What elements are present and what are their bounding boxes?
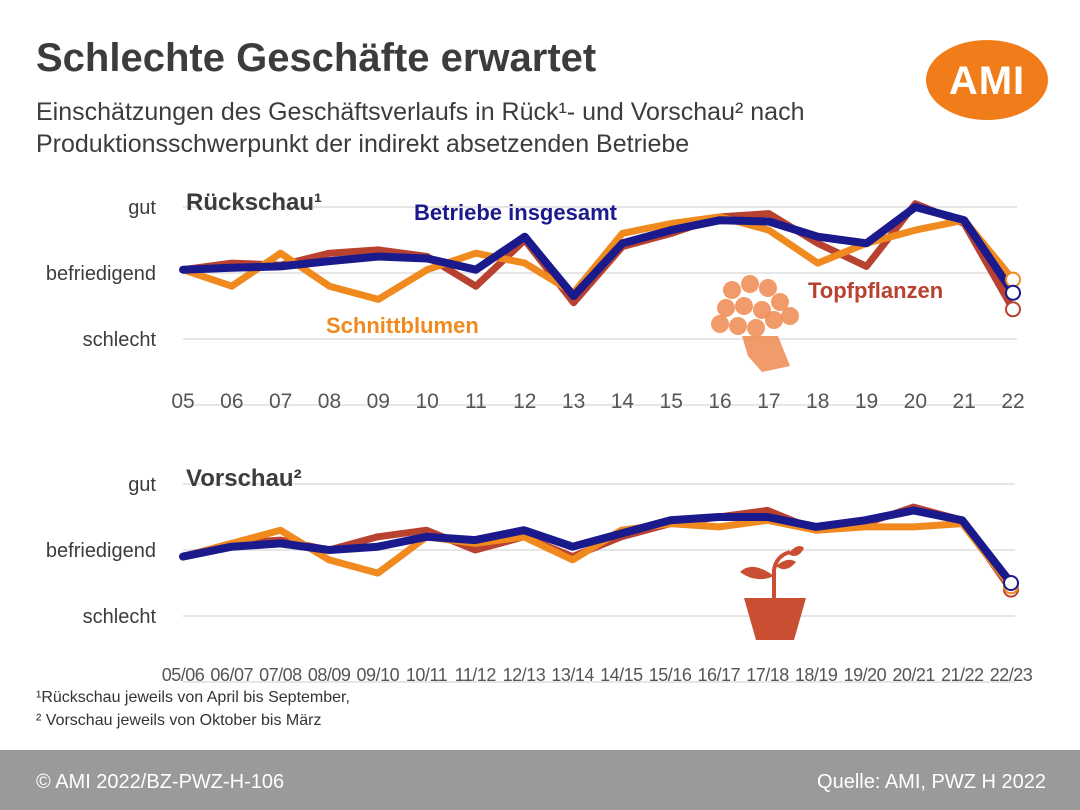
x-tick-label: 07 [269,390,292,413]
x-tick-label: 13/14 [551,665,594,685]
x-tick-label: 08 [318,390,341,413]
potted-plant-illustration [740,546,806,640]
series-label-schnittblumen: Schnittblumen [326,313,479,338]
end-point-marker [1003,575,1019,591]
y-tick-label: schlecht [83,329,157,351]
x-tick-label: 12/13 [503,665,546,685]
ami-logo: AMI [926,40,1048,120]
x-tick-label: 06/07 [210,665,253,685]
series-label-topfpflanzen: Topfpflanzen [808,278,943,303]
x-tick-label: 08/09 [308,665,351,685]
x-tick-label: 18 [806,390,829,413]
chart-title-vorschau: Vorschau² [186,465,302,492]
x-tick-label: 21/22 [941,665,984,685]
y-tick-label: befriedigend [46,540,156,562]
end-point-marker [1005,271,1021,288]
y-tick-label: schlecht [83,606,157,628]
series-label-betriebe: Betriebe insgesamt [414,200,618,225]
y-tick-label: gut [128,474,156,496]
series-line-schnittblumen [179,516,1015,590]
x-tick-label: 05 [171,390,194,413]
x-tick-label: 11 [465,390,487,413]
x-tick-label: 07/08 [259,665,302,685]
x-tick-label: 15 [660,390,683,413]
x-tick-label: 16/17 [697,665,740,685]
x-tick-label: 14/15 [600,665,643,685]
footer-bar: © AMI 2022/BZ-PWZ-H-106 Quelle: AMI, PWZ… [0,750,1080,810]
page-subtitle: Einschätzungen des Geschäftsverlaufs in … [36,96,804,160]
x-tick-label: 12 [513,390,536,413]
chart-title-rueckschau: Rückschau¹ [186,189,322,216]
source-text: Quelle: AMI, PWZ H 2022 [817,771,1046,793]
x-tick-label: 14 [611,390,635,413]
x-tick-label: 21 [952,390,975,413]
x-tick-label: 09 [367,390,390,413]
x-tick-label: 11/12 [455,665,497,685]
x-tick-label: 17 [757,390,780,413]
x-tick-label: 19/20 [844,665,887,685]
x-tick-label: 19 [855,390,878,413]
x-tick-label: 16 [708,390,731,413]
x-tick-label: 13 [562,390,585,413]
x-tick-label: 05/06 [162,665,205,685]
rueckschau-chart: gut befriedigend schlecht 05 06 07 08 09 10 11 12 1… [46,189,1025,413]
subtitle-line-1: Einschätzungen des Geschäftsverlaufs in … [36,98,805,126]
y-tick-label: gut [128,197,156,219]
x-tick-label: 22 [1001,390,1024,413]
x-tick-label: 18/19 [795,665,838,685]
x-tick-label: 20 [904,390,927,413]
logo-text: AMI [948,59,1026,103]
footnote-2: ² Vorschau jeweils von Oktober bis März [36,712,322,729]
bouquet-illustration [711,275,799,372]
footnote-1: ¹Rückschau jeweils von April bis Septemb… [36,689,350,706]
x-tick-label: 20/21 [892,665,935,685]
end-point-marker [1005,284,1021,301]
x-tick-label: 10 [415,390,438,413]
end-point-marker [1005,301,1021,318]
y-tick-label: befriedigend [46,263,156,285]
series-line-betriebe-insgesamt [179,203,1017,301]
footnotes: ¹Rückschau jeweils von April bis Septemb… [36,686,350,732]
x-tick-label: 10/11 [406,665,448,685]
subtitle-line-2: Produktionsschwerpunkt der indirekt abse… [36,130,690,158]
x-tick-label: 17/18 [746,665,789,685]
x-tick-label: 09/10 [357,665,400,685]
x-tick-label: 15/16 [649,665,692,685]
vorschau-chart: gut befriedigend schlecht 05/06 06/07 07/08 08… [46,465,1033,685]
page-title: Schlechte Geschäfte erwartet [36,36,597,80]
copyright-text: © AMI 2022/BZ-PWZ-H-106 [36,771,285,793]
x-tick-label: 22/23 [990,665,1033,685]
x-tick-label: 06 [220,390,243,413]
series-line-betriebe-insgesamt [179,506,1015,587]
